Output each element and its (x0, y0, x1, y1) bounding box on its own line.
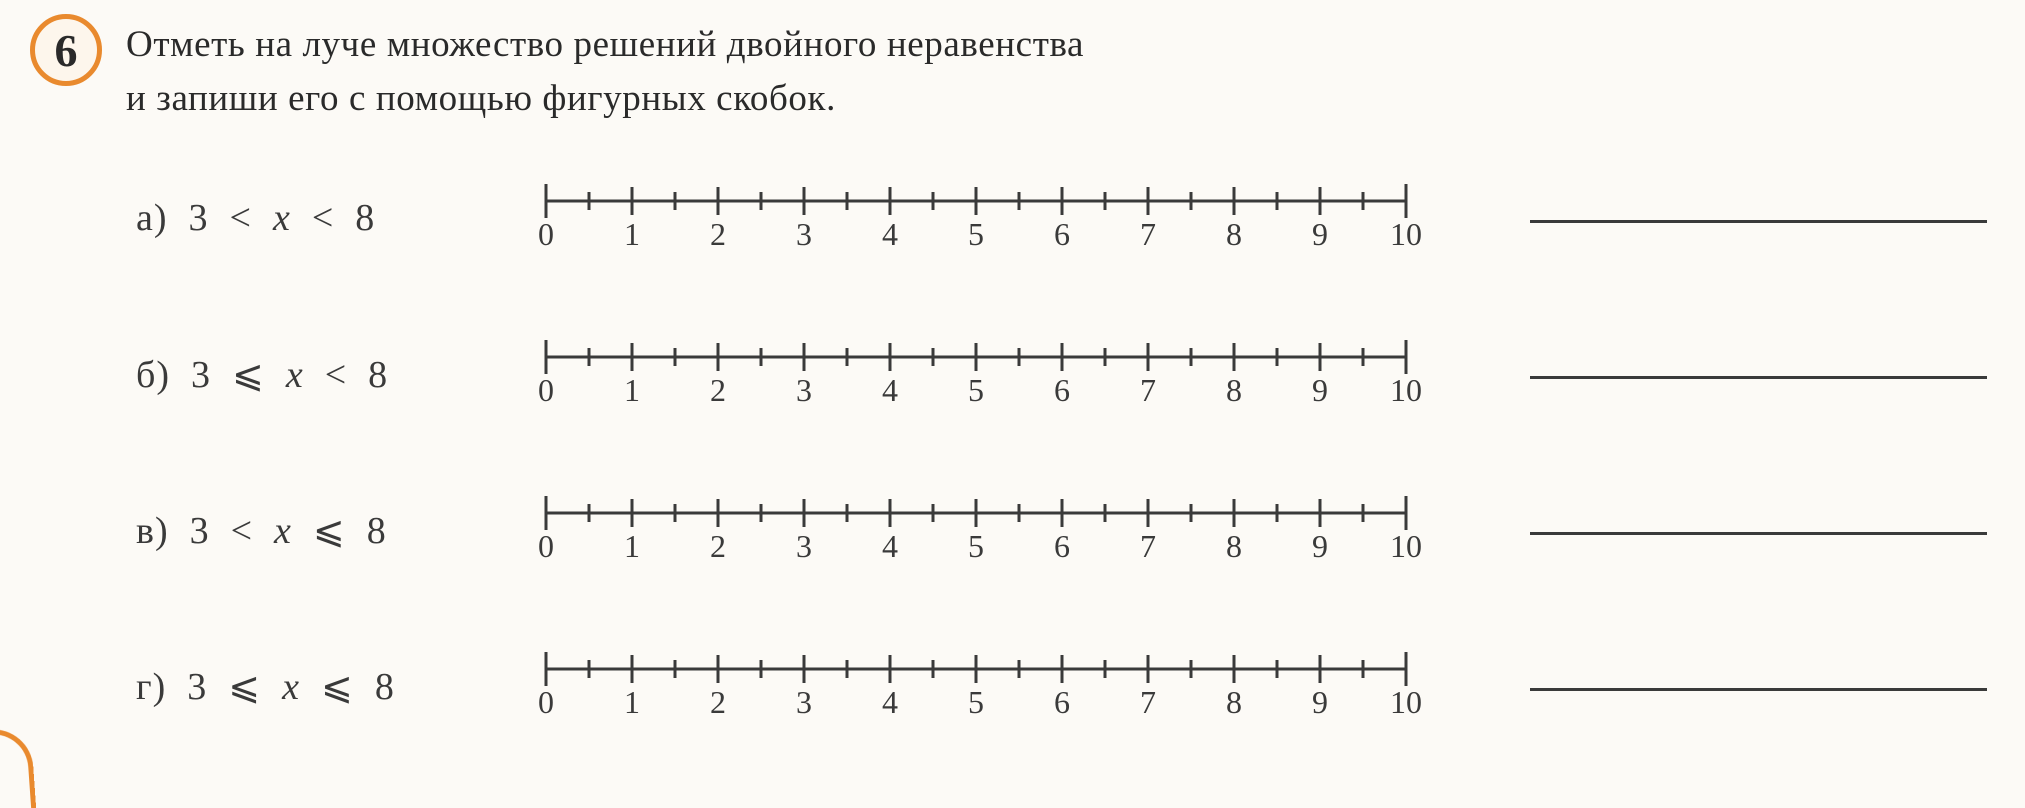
item-letter: б) (136, 354, 170, 396)
item-c: в) 3 < x ⩽ 8 0 1 2 3 4 5 6 7 8 9 10 (136, 495, 1995, 565)
svg-text:7: 7 (1140, 528, 1156, 564)
prompt-line-2: и запиши его с помощью фигурных скобок. (126, 78, 836, 119)
item-d: г) 3 ⩽ x ⩽ 8 0 1 2 3 4 5 6 7 8 9 10 (136, 651, 1995, 721)
exercise-number: 6 (55, 24, 78, 77)
op2: < (325, 354, 347, 396)
svg-text:3: 3 (796, 372, 812, 408)
svg-text:3: 3 (796, 528, 812, 564)
lhs: 3 (189, 197, 209, 239)
inequality-b: б) 3 ⩽ x < 8 (136, 352, 476, 397)
answer-blank-b (1530, 376, 1987, 379)
svg-text:0: 0 (538, 684, 554, 720)
rhs: 8 (355, 197, 375, 239)
lhs: 3 (190, 510, 210, 552)
op2: ⩽ (321, 666, 354, 708)
svg-text:1: 1 (624, 684, 640, 720)
svg-text:8: 8 (1226, 372, 1242, 408)
svg-text:7: 7 (1140, 216, 1156, 252)
svg-text:8: 8 (1226, 528, 1242, 564)
variable: x (286, 354, 304, 396)
svg-text:1: 1 (624, 216, 640, 252)
svg-text:9: 9 (1312, 216, 1328, 252)
svg-text:4: 4 (882, 528, 898, 564)
svg-text:0: 0 (538, 216, 554, 252)
inequality-d: г) 3 ⩽ x ⩽ 8 (136, 664, 476, 709)
number-line-a: 0 1 2 3 4 5 6 7 8 9 10 (516, 183, 1436, 253)
svg-text:9: 9 (1312, 684, 1328, 720)
svg-text:7: 7 (1140, 684, 1156, 720)
op1: < (230, 197, 252, 239)
svg-text:6: 6 (1054, 216, 1070, 252)
svg-text:2: 2 (710, 684, 726, 720)
svg-text:2: 2 (710, 372, 726, 408)
op1: ⩽ (232, 354, 265, 396)
answer-blank-c (1530, 532, 1987, 535)
svg-text:3: 3 (796, 216, 812, 252)
number-line-c: 0 1 2 3 4 5 6 7 8 9 10 (516, 495, 1436, 565)
svg-text:4: 4 (882, 216, 898, 252)
item-a: а) 3 < x < 8 0 1 2 3 4 5 6 7 8 9 10 (136, 183, 1995, 253)
svg-text:0: 0 (538, 372, 554, 408)
svg-text:0: 0 (538, 528, 554, 564)
svg-text:10: 10 (1390, 684, 1422, 720)
rhs: 8 (375, 666, 395, 708)
answer-blank-d (1530, 688, 1987, 691)
svg-text:10: 10 (1390, 372, 1422, 408)
svg-text:2: 2 (710, 528, 726, 564)
svg-text:1: 1 (624, 372, 640, 408)
svg-text:10: 10 (1390, 528, 1422, 564)
svg-text:8: 8 (1226, 684, 1242, 720)
op1: ⩽ (228, 666, 261, 708)
variable: x (273, 197, 291, 239)
item-letter: в) (136, 510, 169, 552)
svg-text:6: 6 (1054, 528, 1070, 564)
answer-blank-a (1530, 220, 1987, 223)
item-letter: а) (136, 197, 168, 239)
svg-text:9: 9 (1312, 528, 1328, 564)
prompt-line-1: Отметь на луче множество решений двойног… (126, 24, 1084, 65)
svg-text:9: 9 (1312, 372, 1328, 408)
rhs: 8 (368, 354, 388, 396)
lhs: 3 (191, 354, 211, 396)
op2: ⩽ (313, 510, 346, 552)
inequality-a: а) 3 < x < 8 (136, 196, 476, 240)
number-line-b: 0 1 2 3 4 5 6 7 8 9 10 (516, 339, 1436, 409)
op1: < (231, 510, 253, 552)
variable: x (282, 666, 300, 708)
rhs: 8 (367, 510, 387, 552)
inequality-c: в) 3 < x ⩽ 8 (136, 508, 476, 553)
decorative-arc (0, 727, 37, 808)
svg-text:4: 4 (882, 684, 898, 720)
svg-text:8: 8 (1226, 216, 1242, 252)
svg-text:2: 2 (710, 216, 726, 252)
svg-text:6: 6 (1054, 372, 1070, 408)
number-line-d: 0 1 2 3 4 5 6 7 8 9 10 (516, 651, 1436, 721)
svg-text:5: 5 (968, 216, 984, 252)
item-letter: г) (136, 666, 166, 708)
exercise-number-badge: 6 (30, 14, 102, 86)
svg-text:5: 5 (968, 528, 984, 564)
svg-text:10: 10 (1390, 216, 1422, 252)
variable: x (274, 510, 292, 552)
svg-text:5: 5 (968, 372, 984, 408)
exercise-header: 6 Отметь на луче множество решений двойн… (30, 18, 1995, 125)
lhs: 3 (187, 666, 207, 708)
item-b: б) 3 ⩽ x < 8 0 1 2 3 4 5 6 7 8 9 10 (136, 339, 1995, 409)
svg-text:6: 6 (1054, 684, 1070, 720)
svg-text:7: 7 (1140, 372, 1156, 408)
exercise-prompt: Отметь на луче множество решений двойног… (126, 18, 1084, 125)
svg-text:1: 1 (624, 528, 640, 564)
op2: < (312, 197, 334, 239)
svg-text:4: 4 (882, 372, 898, 408)
svg-text:5: 5 (968, 684, 984, 720)
svg-text:3: 3 (796, 684, 812, 720)
items-list: а) 3 < x < 8 012345678910 б) 3 ⩽ x < 8 0… (136, 183, 1995, 721)
